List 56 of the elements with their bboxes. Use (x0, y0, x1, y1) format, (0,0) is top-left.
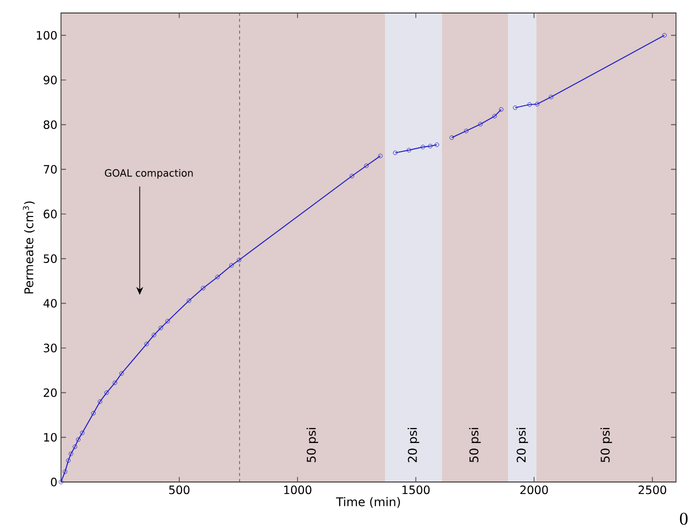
point (215, 274, 220, 280)
point (464, 128, 468, 134)
point (76, 437, 81, 442)
y-tick-label: 60 (44, 210, 57, 218)
x-tick-label: 500 (169, 486, 190, 494)
point (104, 390, 109, 395)
point (406, 148, 412, 152)
y-tick-label: 20 (44, 388, 57, 397)
point (119, 371, 124, 376)
point (350, 174, 354, 178)
y-tick-label: 70 (44, 165, 57, 174)
y-tick-label: 80 (44, 120, 57, 129)
point (548, 94, 554, 100)
point (534, 102, 540, 106)
y-tick-label: 10 (44, 433, 57, 442)
point (62, 469, 68, 474)
text: 0 (680, 512, 688, 525)
point (80, 430, 85, 436)
x-tick-label: 1000 (284, 486, 312, 494)
y-axis-title: Permeate (cm$^{3}$) (22, 201, 35, 294)
y-tick-label: 0 (50, 478, 57, 486)
y-tick-label: 100 (36, 31, 57, 40)
point (186, 298, 192, 303)
point (229, 263, 234, 268)
annotation: GOAL compaction (104, 169, 193, 179)
point (98, 399, 102, 404)
point (200, 286, 206, 290)
point (478, 122, 483, 126)
point (68, 452, 74, 456)
band-label: 20 psi (516, 428, 528, 462)
point (527, 102, 532, 107)
point (428, 144, 432, 148)
y-tick-label: 50 (44, 254, 57, 263)
band-label: 50 psi (600, 428, 612, 462)
band-label: 50 psi (469, 428, 481, 462)
x-tick-label: 2000 (520, 486, 548, 494)
point (236, 258, 242, 262)
band-label: 20 psi (408, 428, 420, 462)
x-axis-title: Time (min) (336, 497, 400, 508)
y-tick-label: 30 (44, 344, 57, 352)
point (112, 380, 118, 386)
point (364, 164, 369, 168)
y-tick-label: 40 (43, 299, 57, 308)
point (165, 318, 170, 324)
band-label: 50 psi (306, 428, 318, 462)
point (66, 458, 71, 463)
point (91, 410, 96, 416)
point (158, 326, 164, 330)
x-tick-label: 1500 (402, 486, 430, 494)
y-tick-label: 90 (44, 76, 57, 84)
point (492, 114, 497, 118)
point (420, 144, 426, 150)
point (152, 332, 156, 338)
x-tick-label: 2500 (638, 486, 666, 494)
point (144, 342, 149, 346)
point (72, 444, 78, 449)
